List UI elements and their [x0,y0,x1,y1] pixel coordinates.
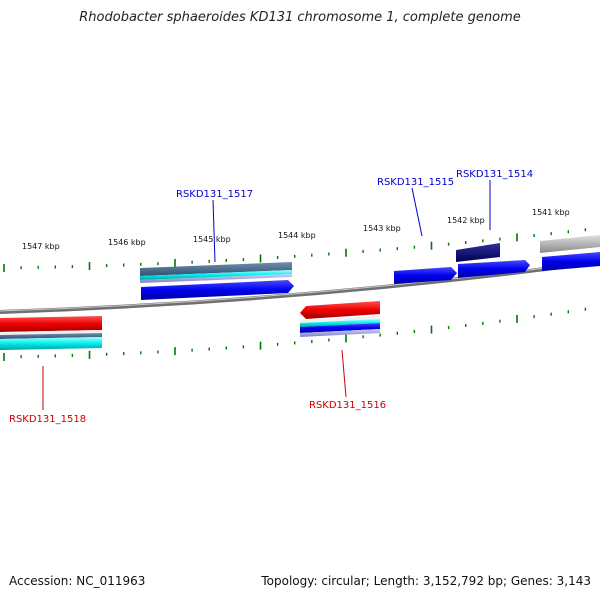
map-title: Rhodobacter sphaeroides KD131 chromosome… [79,10,521,25]
gene-feature-1514[interactable] [456,243,530,278]
gene-feature-edge-right[interactable] [540,235,600,271]
gene-feature-1516[interactable] [300,301,380,337]
callout-line-1516 [341,349,347,398]
kbp-label-1543: 1543 kbp [363,224,401,233]
outer-tick-row [3,228,587,272]
gene-label-1516[interactable]: RSKD131_1516 [309,400,386,411]
callout-line-1517 [212,199,216,263]
gene-feature-1517[interactable] [140,262,294,300]
kbp-label-1541: 1541 kbp [532,208,570,217]
gene-label-1515[interactable]: RSKD131_1515 [377,177,454,188]
kbp-label-1546: 1546 kbp [108,238,146,247]
accession-text: Accession: NC_011963 [9,574,146,588]
kbp-label-1542: 1542 kbp [447,216,485,225]
gene-label-1517[interactable]: RSKD131_1517 [176,189,253,200]
gene-label-1518[interactable]: RSKD131_1518 [9,414,86,425]
kbp-label-1547: 1547 kbp [22,242,60,251]
kbp-label-1544: 1544 kbp [278,231,316,240]
gene-feature-1515[interactable] [394,267,457,284]
topology-text: Topology: circular; Length: 3,152,792 bp… [261,574,591,588]
gene-label-1514[interactable]: RSKD131_1514 [456,169,533,180]
gene-feature-1518[interactable] [0,316,102,350]
kbp-label-1545: 1545 kbp [193,235,231,244]
callout-line-1515 [411,187,423,237]
inner-tick-row [3,307,587,361]
